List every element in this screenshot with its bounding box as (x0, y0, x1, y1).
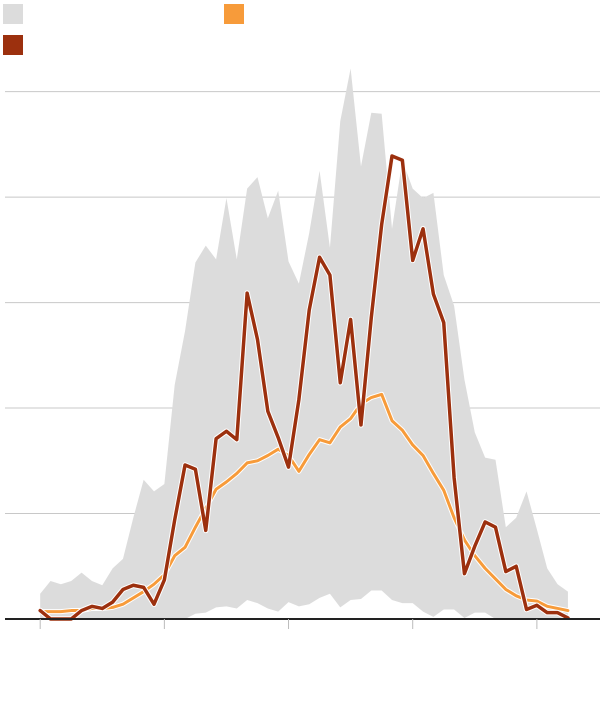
legend-swatch-range (3, 4, 23, 24)
legend-swatch-average (224, 4, 244, 24)
legend (0, 0, 600, 60)
legend-item-average (224, 4, 250, 24)
current-line (38, 154, 570, 621)
legend-item-current (3, 35, 29, 55)
axis-layer (5, 618, 600, 629)
legend-swatch-current (3, 35, 23, 55)
legend-item-range (3, 4, 29, 24)
average-line (38, 392, 570, 614)
line-layer (37, 153, 571, 622)
